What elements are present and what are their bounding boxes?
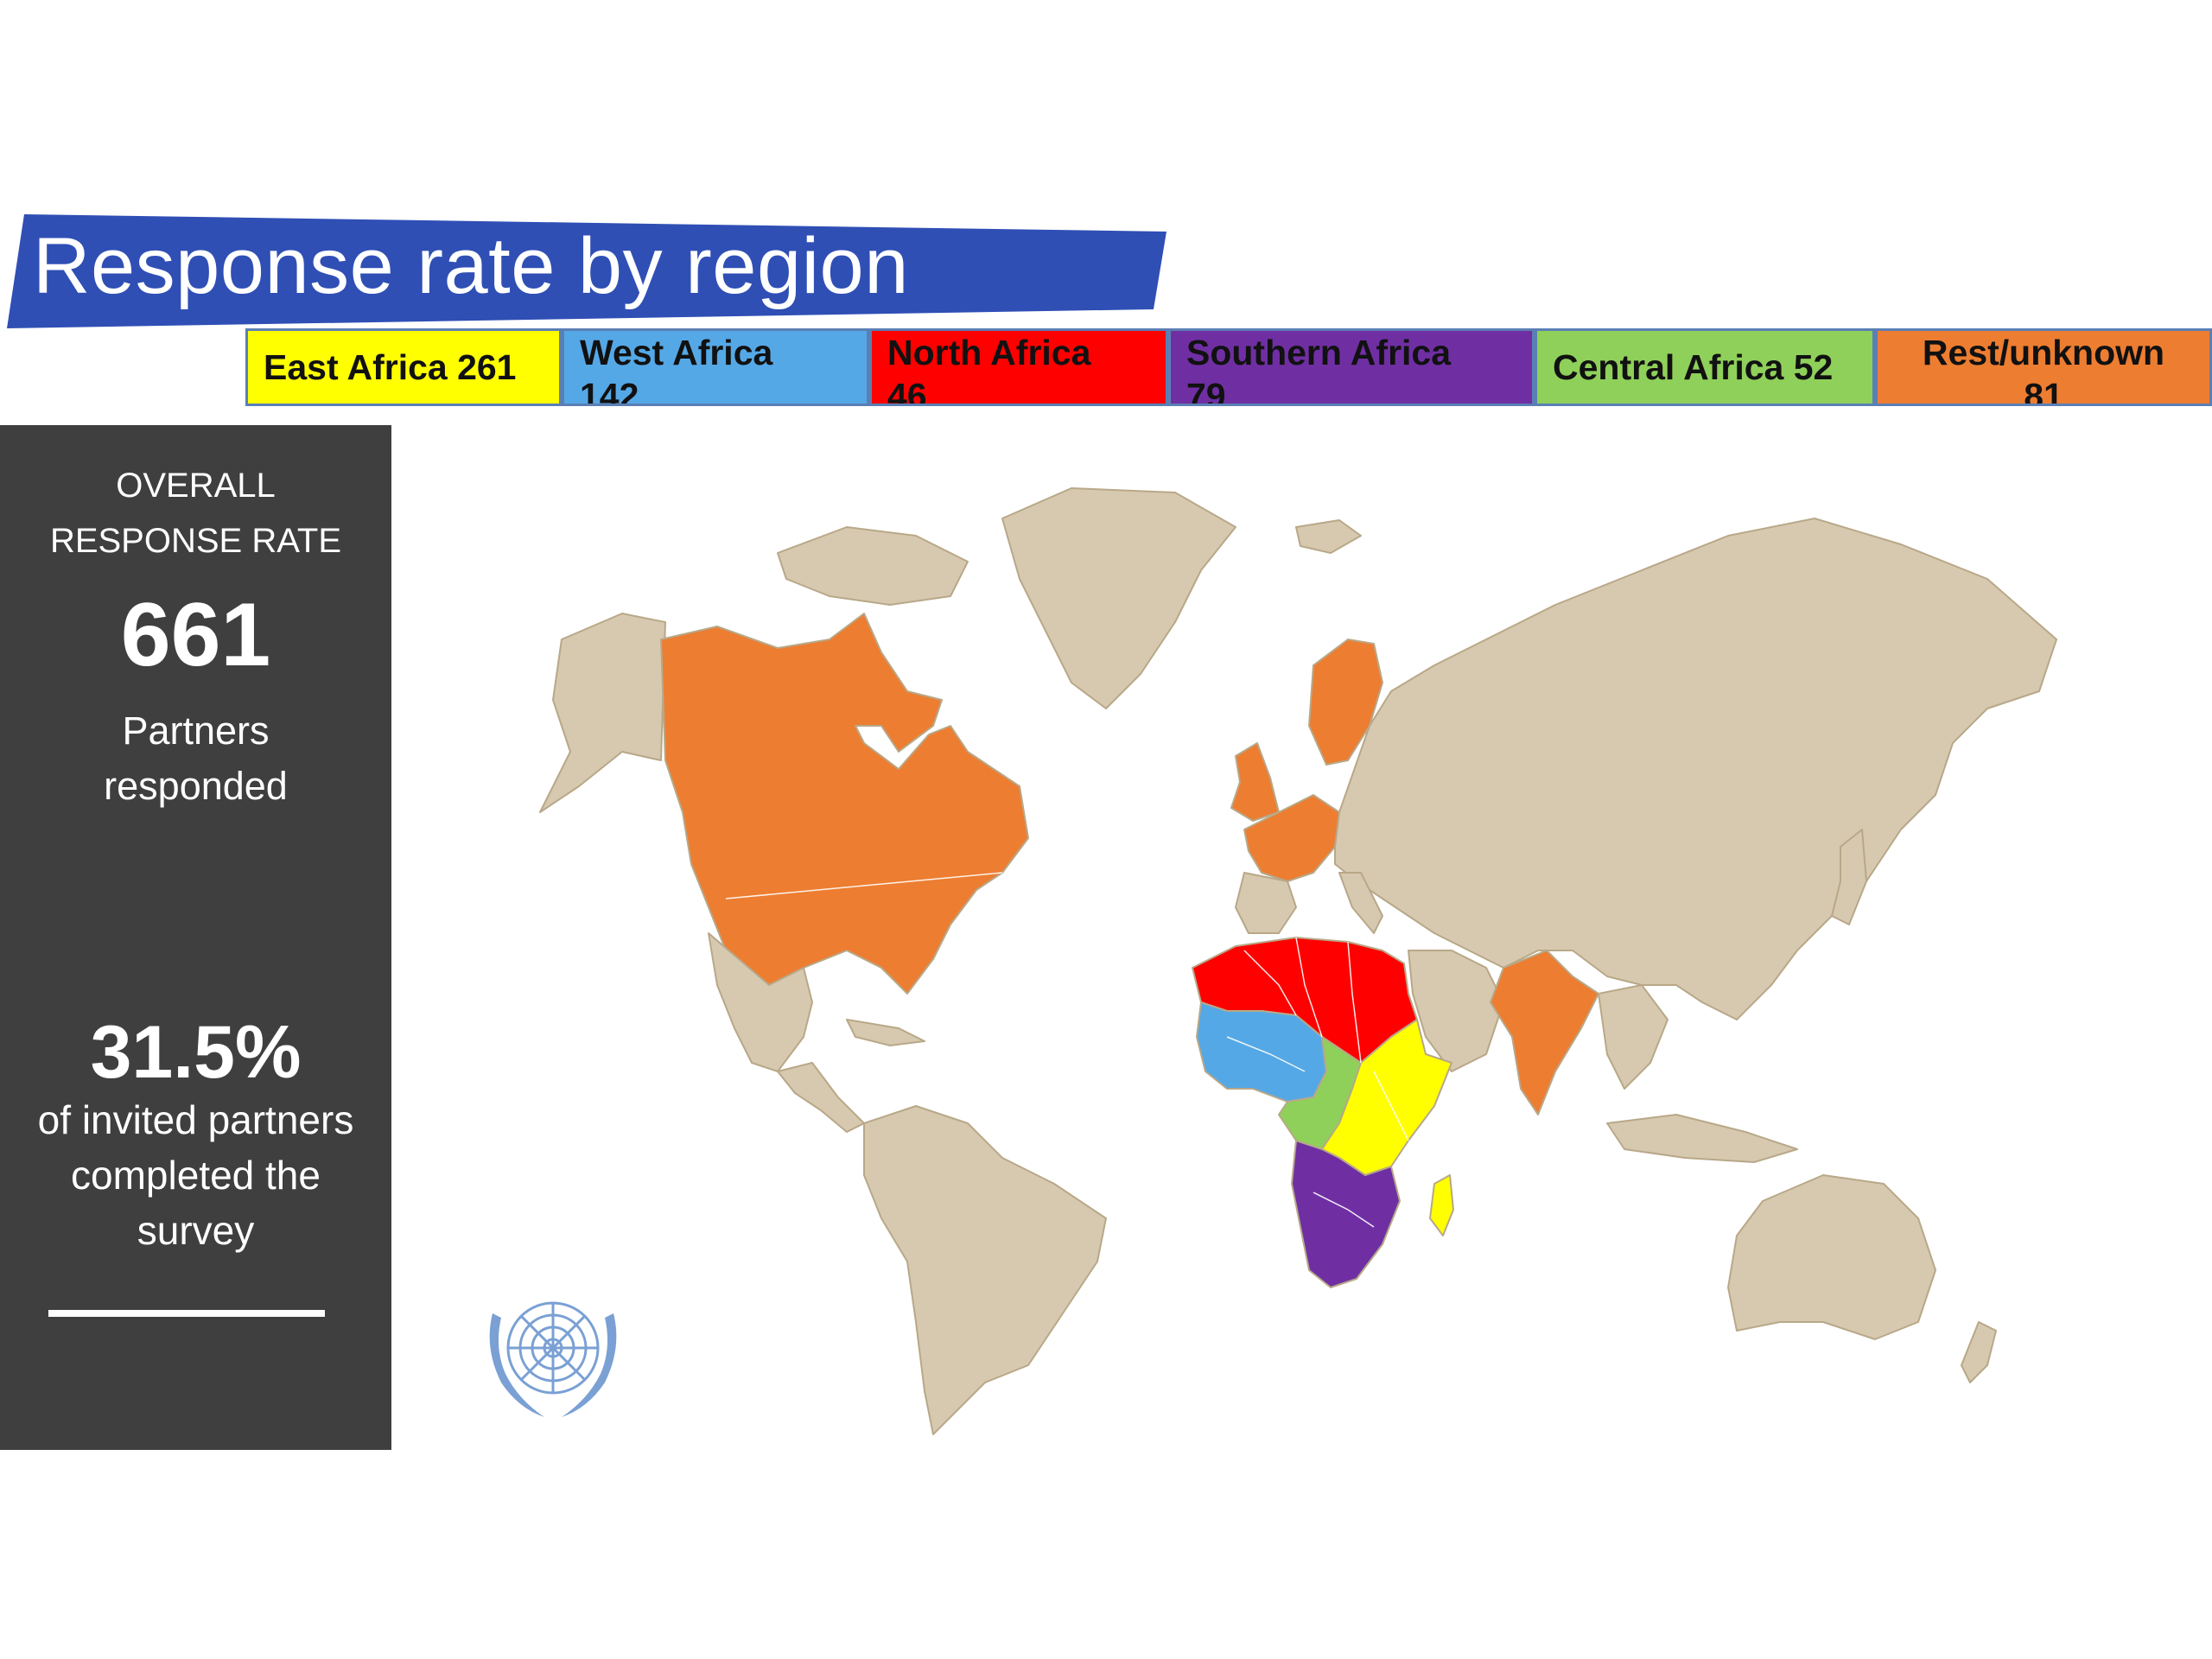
partners-count: 661 (120, 585, 271, 685)
partners-caption: Partners responded (0, 703, 391, 814)
map-australia (1727, 1174, 1936, 1340)
map-north-america-rest (660, 613, 1029, 995)
map-greenland (1001, 487, 1236, 709)
map-western-europe (1243, 794, 1340, 882)
percentage-caption-line2: completed the (71, 1153, 321, 1198)
partners-caption-line2: responded (104, 764, 288, 808)
page-title: Response rate by region (33, 222, 909, 310)
map-eurasia (1334, 518, 2057, 1020)
legend-item-central-africa: Central Africa 52 (1535, 328, 1875, 406)
legend-item-southern-africa: Southern Africa 79 (1168, 328, 1535, 406)
legend-label: East Africa 261 (264, 347, 517, 387)
partners-caption-line1: Partners (122, 709, 270, 753)
world-map (539, 487, 2057, 1435)
legend-label: Southern Africa 79 (1186, 333, 1452, 406)
map-iceland (1295, 519, 1362, 554)
map-southeast-asia (1598, 984, 1669, 1090)
stats-panel: OVERALL RESPONSE RATE 661 Partners respo… (0, 425, 391, 1450)
legend-label: North Africa 46 (887, 333, 1091, 406)
overall-response-rate-label: OVERALL RESPONSE RATE (0, 458, 391, 569)
legend-item-rest-unknown: Rest/unknown 81 (1875, 328, 2212, 406)
map-mexico (708, 932, 813, 1072)
map-southern-africa (1291, 1140, 1401, 1288)
legend-label: Central Africa 52 (1553, 347, 1834, 387)
percentage-caption-line1: of invited partners (37, 1097, 354, 1142)
map-iberia (1235, 872, 1297, 934)
map-central-america (777, 1062, 865, 1133)
map-alaska (539, 613, 666, 813)
map-middle-east (1408, 950, 1504, 1072)
map-arctic-islands (777, 526, 969, 606)
legend: East Africa 261 West Africa 142 North Af… (245, 328, 2212, 406)
map-italy (1338, 872, 1383, 934)
legend-label: Rest/unknown 81 (1922, 333, 2165, 406)
title-banner (0, 207, 1175, 337)
map-caribbean (846, 1019, 925, 1046)
map-india (1490, 950, 1599, 1116)
map-south-america (863, 1105, 1107, 1435)
legend-item-north-africa: North Africa 46 (869, 328, 1168, 406)
map-japan (1831, 829, 1867, 925)
map-uk (1230, 742, 1280, 822)
overall-label-line2: RESPONSE RATE (49, 522, 342, 560)
overall-label-line1: OVERALL (116, 467, 276, 505)
panel-divider (48, 1310, 325, 1317)
map-new-zealand (1961, 1321, 1997, 1383)
percentage-caption: of invited partners completed the survey (0, 1092, 391, 1258)
title-banner-shape (7, 214, 1166, 328)
legend-label: West Africa 142 (580, 333, 773, 406)
map-indonesia (1606, 1114, 1798, 1163)
percentage-caption-line3: survey (137, 1208, 255, 1253)
un-emblem-icon (489, 1301, 617, 1417)
legend-item-east-africa: East Africa 261 (245, 328, 562, 406)
map-madagascar (1429, 1174, 1454, 1236)
response-percentage: 31.5% (90, 1011, 302, 1094)
legend-item-west-africa: West Africa 142 (562, 328, 869, 406)
